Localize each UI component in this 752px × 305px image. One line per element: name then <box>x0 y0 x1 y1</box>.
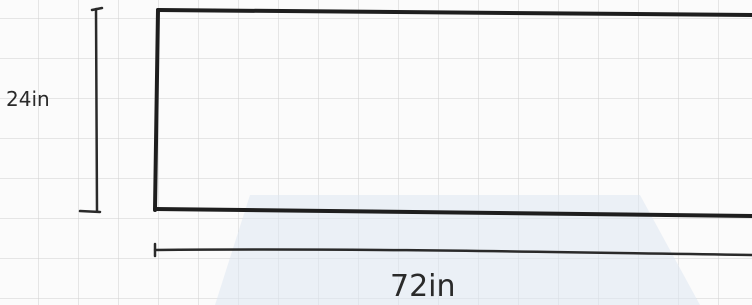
width-label: 72in <box>390 269 456 304</box>
sketch: 24in 72in <box>0 0 752 305</box>
page: {"dimensions": {"height": {"label": "24i… <box>0 0 752 305</box>
height-label: 24in <box>6 87 50 111</box>
